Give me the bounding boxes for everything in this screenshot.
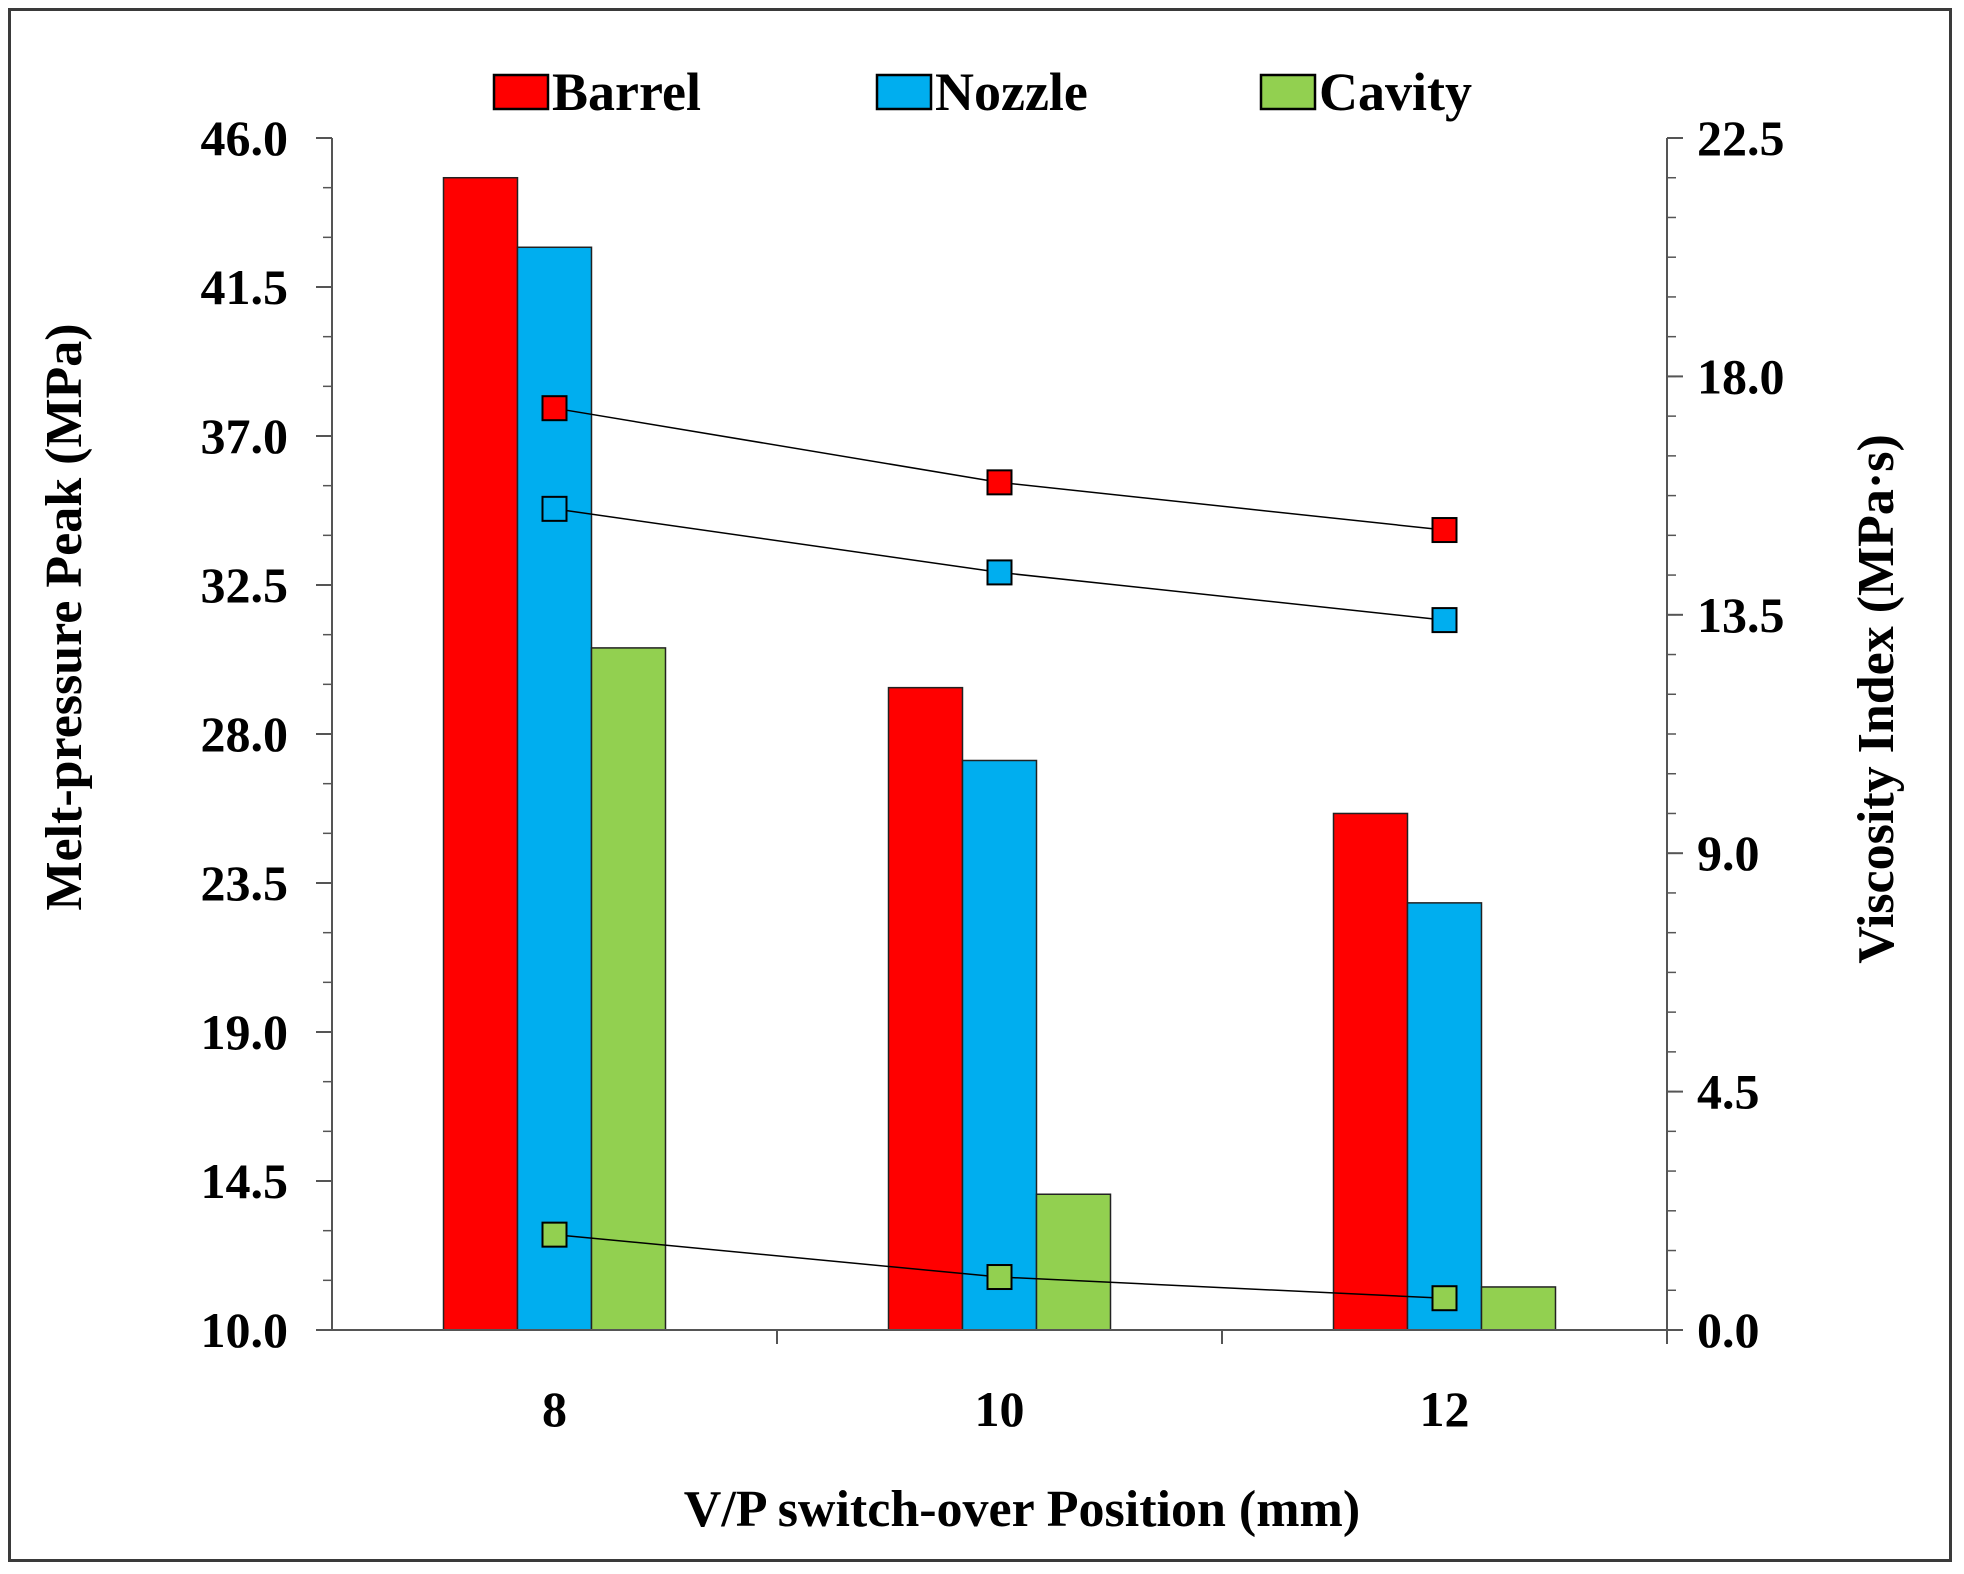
y2-axis-title: Viscosity Index (MPa·s) — [1848, 434, 1905, 964]
y-tick-label: 10.0 — [201, 1302, 289, 1358]
bar-cavity-12 — [1480, 1286, 1557, 1331]
marker-barrel-8 — [541, 395, 568, 422]
x-tick-label: 12 — [1420, 1381, 1470, 1437]
legend-label-cavity: Cavity — [1319, 62, 1472, 122]
y-tick-label: 28.0 — [201, 706, 289, 762]
y-tick-label: 14.5 — [201, 1153, 289, 1209]
x-axis-title: V/P switch-over Position (mm) — [684, 1481, 1360, 1538]
bar-barrel-8 — [442, 176, 519, 1331]
y-tick-label: 19.0 — [201, 1004, 289, 1060]
marker-barrel-10 — [986, 469, 1013, 496]
bar-cavity-10 — [1035, 1193, 1112, 1331]
bar-nozzle-8 — [516, 246, 593, 1331]
bars — [442, 176, 1557, 1331]
marker-cavity-8 — [541, 1221, 568, 1248]
y2-tick-label: 22.5 — [1697, 110, 1785, 166]
y2-tick-label: 18.0 — [1697, 348, 1785, 404]
y-tick-label: 23.5 — [201, 855, 289, 911]
x-tick-label: 8 — [542, 1381, 567, 1437]
y2-tick-label: 4.5 — [1697, 1064, 1760, 1120]
y2-tick-label: 13.5 — [1697, 587, 1785, 643]
bar-barrel-10 — [887, 686, 964, 1331]
marker-nozzle-10 — [986, 559, 1013, 586]
legend-label-barrel: Barrel — [552, 62, 701, 122]
legend-label-nozzle: Nozzle — [935, 62, 1088, 122]
y2-tick-label: 9.0 — [1697, 825, 1760, 881]
marker-nozzle-12 — [1431, 607, 1458, 634]
bar-nozzle-10 — [961, 759, 1038, 1331]
axes: 10.0 14.5 19.0 23.5 28.0 32.5 37.0 41.5 46.0 0.0 4… — [201, 110, 1785, 1437]
y2-tick-label: 0.0 — [1697, 1302, 1760, 1358]
bar-barrel-12 — [1332, 812, 1409, 1331]
marker-nozzle-8 — [541, 495, 568, 522]
y-tick-label: 41.5 — [201, 259, 289, 315]
bar-nozzle-12 — [1406, 902, 1483, 1331]
legend-swatch-cavity — [1259, 73, 1317, 111]
y-tick-label: 46.0 — [201, 110, 289, 166]
legend: Barrel Nozzle Cavity — [492, 62, 1472, 122]
marker-cavity-10 — [986, 1264, 1013, 1291]
viscosity-lines — [541, 395, 1458, 1312]
y-tick-label: 32.5 — [201, 557, 289, 613]
y-axis-title: Melt-pressure Peak (MPa) — [36, 323, 93, 910]
legend-swatch-barrel — [492, 73, 550, 111]
bar-cavity-8 — [590, 647, 667, 1331]
y-tick-label: 37.0 — [201, 408, 289, 464]
line-barrel — [554, 407, 1445, 531]
marker-barrel-12 — [1431, 517, 1458, 544]
x-tick-label: 10 — [975, 1381, 1025, 1437]
legend-swatch-nozzle — [875, 73, 933, 111]
chart-canvas: Barrel Nozzle Cavity 10.0 14.5 19.0 23.5 28.0 3… — [36, 62, 1905, 1538]
chart-container: Barrel Nozzle Cavity 10.0 14.5 19.0 23.5 28.0 3… — [8, 8, 1952, 1562]
marker-cavity-12 — [1431, 1285, 1458, 1312]
